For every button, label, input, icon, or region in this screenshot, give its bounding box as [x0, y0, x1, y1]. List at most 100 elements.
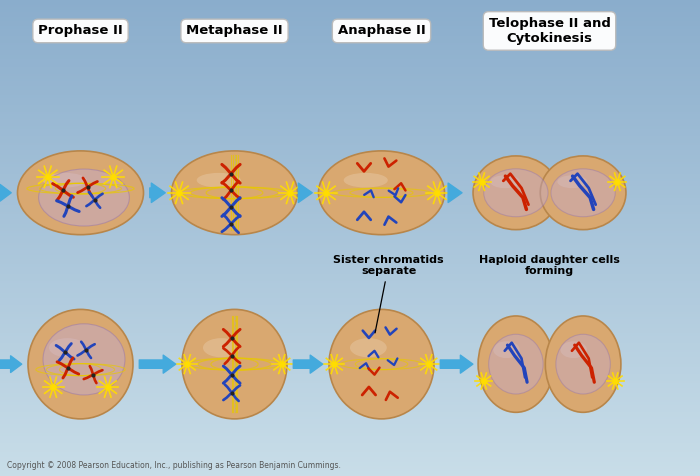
- Bar: [0, 302, 700, 305]
- Bar: [0, 457, 700, 459]
- Bar: [0, 264, 700, 267]
- Bar: [0, 124, 700, 126]
- Ellipse shape: [350, 338, 386, 357]
- Bar: [0, 445, 700, 447]
- Bar: [0, 62, 700, 64]
- Bar: [0, 209, 700, 212]
- Bar: [0, 107, 700, 109]
- Bar: [0, 33, 700, 36]
- Bar: [0, 150, 700, 152]
- Bar: [0, 278, 700, 281]
- Bar: [0, 450, 700, 452]
- Bar: [0, 252, 700, 255]
- Bar: [0, 212, 700, 214]
- Bar: [0, 231, 700, 233]
- Bar: [0, 381, 700, 383]
- Bar: [0, 331, 700, 333]
- Ellipse shape: [182, 309, 287, 419]
- Bar: [0, 19, 700, 21]
- Bar: [0, 443, 700, 445]
- Bar: [0, 369, 700, 371]
- Text: Copyright © 2008 Pearson Education, Inc., publishing as Pearson Benjamin Cumming: Copyright © 2008 Pearson Education, Inc.…: [7, 461, 341, 470]
- Bar: [0, 364, 700, 367]
- Bar: [0, 383, 700, 386]
- Bar: [0, 176, 700, 178]
- Bar: [0, 440, 700, 443]
- Bar: [0, 419, 700, 421]
- Bar: [0, 48, 700, 50]
- Bar: [0, 186, 700, 188]
- Bar: [0, 376, 700, 378]
- Bar: [0, 52, 700, 55]
- Bar: [0, 136, 700, 138]
- Bar: [0, 321, 700, 324]
- Bar: [0, 357, 700, 359]
- Bar: [0, 100, 700, 102]
- Bar: [0, 352, 700, 355]
- Bar: [0, 88, 700, 90]
- Bar: [0, 183, 700, 186]
- Bar: [0, 162, 700, 164]
- Bar: [0, 395, 700, 397]
- Bar: [0, 57, 700, 60]
- Bar: [0, 452, 700, 455]
- Bar: [0, 64, 700, 67]
- Bar: [0, 152, 700, 155]
- Bar: [0, 217, 700, 219]
- Bar: [0, 424, 700, 426]
- Bar: [0, 421, 700, 424]
- Text: Prophase II: Prophase II: [38, 24, 123, 38]
- Bar: [0, 202, 700, 205]
- Bar: [0, 269, 700, 271]
- Ellipse shape: [561, 341, 587, 358]
- Bar: [0, 169, 700, 171]
- Bar: [0, 219, 700, 221]
- Ellipse shape: [484, 169, 548, 217]
- Bar: [0, 405, 700, 407]
- Bar: [0, 286, 700, 288]
- Bar: [0, 200, 700, 202]
- Bar: [0, 233, 700, 236]
- Bar: [0, 371, 700, 374]
- Ellipse shape: [38, 169, 130, 226]
- Bar: [0, 224, 700, 226]
- Bar: [0, 436, 700, 438]
- Bar: [0, 345, 700, 347]
- Text: Telophase II and
Cytokinesis: Telophase II and Cytokinesis: [489, 17, 610, 45]
- Bar: [0, 326, 700, 328]
- Bar: [0, 45, 700, 48]
- Ellipse shape: [473, 156, 559, 229]
- Bar: [0, 416, 700, 419]
- Bar: [0, 221, 700, 224]
- Ellipse shape: [203, 338, 239, 357]
- Bar: [0, 431, 700, 433]
- Bar: [0, 2, 700, 5]
- Bar: [0, 105, 700, 107]
- Bar: [0, 397, 700, 400]
- Bar: [0, 300, 700, 302]
- Bar: [0, 271, 700, 274]
- Bar: [0, 359, 700, 362]
- Bar: [0, 340, 700, 343]
- Text: Anaphase II: Anaphase II: [337, 24, 426, 38]
- Bar: [0, 312, 700, 314]
- Bar: [0, 474, 700, 476]
- Bar: [0, 21, 700, 24]
- Bar: [0, 407, 700, 409]
- Bar: [0, 36, 700, 38]
- Bar: [0, 447, 700, 450]
- Bar: [0, 155, 700, 157]
- Bar: [0, 171, 700, 174]
- Text: Metaphase II: Metaphase II: [186, 24, 283, 38]
- Bar: [0, 455, 700, 457]
- Bar: [0, 338, 700, 340]
- Bar: [0, 74, 700, 76]
- Bar: [0, 469, 700, 471]
- Bar: [0, 198, 700, 200]
- Bar: [0, 43, 700, 45]
- Ellipse shape: [557, 175, 587, 188]
- Ellipse shape: [490, 175, 520, 188]
- Bar: [0, 55, 700, 57]
- Bar: [0, 29, 700, 31]
- Bar: [0, 274, 700, 276]
